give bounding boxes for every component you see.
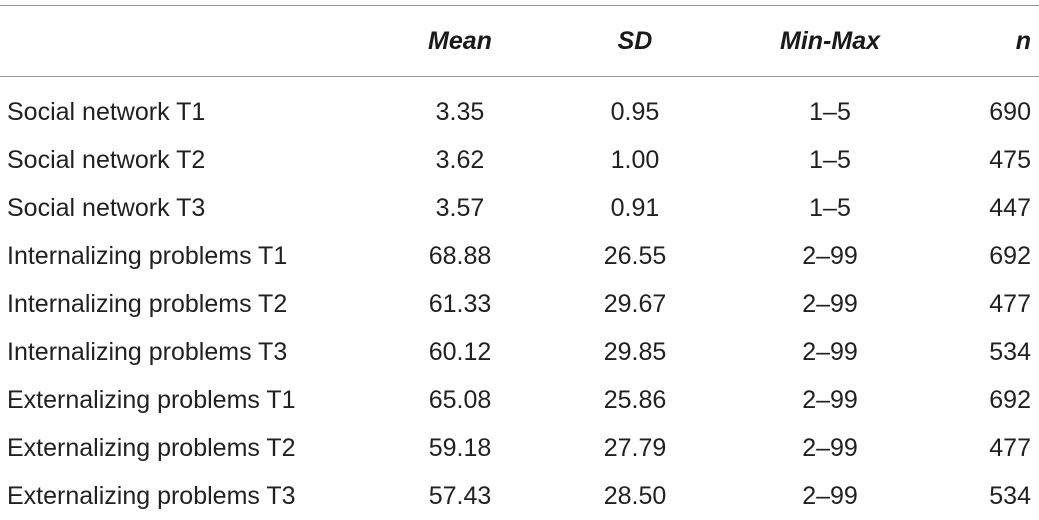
row-label: Social network T1 <box>7 98 206 126</box>
row-label: Externalizing problems T1 <box>7 386 296 414</box>
cell-mean: 3.57 <box>435 194 485 222</box>
table-row: Externalizing problems T3 57.43 28.50 2–99 5… <box>0 472 1039 520</box>
cell-min-max: 2–99 <box>802 482 858 510</box>
cell-min-max: 1–5 <box>809 98 851 126</box>
row-label: Internalizing problems T1 <box>7 242 288 270</box>
header-sd: SD <box>617 27 653 55</box>
cell-min-max: 2–99 <box>802 434 858 462</box>
cell-n: 477 <box>989 290 1031 318</box>
cell-min-max: 2–99 <box>802 242 858 270</box>
cell-mean: 68.88 <box>428 242 492 270</box>
cell-mean: 57.43 <box>428 482 492 510</box>
cell-mean: 61.33 <box>428 290 492 318</box>
cell-sd: 1.00 <box>610 146 660 174</box>
cell-mean: 65.08 <box>428 386 492 414</box>
table-row: Externalizing problems T2 59.18 27.79 2–99 4… <box>0 424 1039 472</box>
cell-min-max: 2–99 <box>802 290 858 318</box>
header-n: n <box>1015 27 1031 55</box>
cell-sd: 29.85 <box>603 338 667 366</box>
table-top-rule <box>0 5 1039 6</box>
table-row: Internalizing problems T3 60.12 29.85 2–99 5… <box>0 328 1039 376</box>
cell-mean: 59.18 <box>428 434 492 462</box>
cell-sd: 0.95 <box>610 98 660 126</box>
cell-n: 692 <box>989 386 1031 414</box>
cell-min-max: 2–99 <box>802 338 858 366</box>
cell-n: 477 <box>989 434 1031 462</box>
cell-n: 475 <box>989 146 1031 174</box>
header-rule <box>0 76 1039 77</box>
header-min-max: Min-Max <box>780 27 880 55</box>
table-row: Social network T3 3.57 0.91 1–5 447 <box>0 184 1039 232</box>
cell-sd: 26.55 <box>603 242 667 270</box>
table-row: Internalizing problems T1 68.88 26.55 2–99 6… <box>0 232 1039 280</box>
table-header-row: Mean SD Min-Max n <box>0 17 1039 65</box>
cell-sd: 28.50 <box>603 482 667 510</box>
table-row: Social network T2 3.62 1.00 1–5 475 <box>0 136 1039 184</box>
row-label: Social network T3 <box>7 194 206 222</box>
cell-mean: 60.12 <box>428 338 492 366</box>
row-label: Internalizing problems T2 <box>7 290 288 318</box>
cell-n: 447 <box>989 194 1031 222</box>
cell-min-max: 2–99 <box>802 386 858 414</box>
cell-n: 534 <box>989 338 1031 366</box>
cell-min-max: 1–5 <box>809 194 851 222</box>
row-label: Social network T2 <box>7 146 206 174</box>
cell-n: 690 <box>989 98 1031 126</box>
cell-sd: 27.79 <box>603 434 667 462</box>
cell-mean: 3.35 <box>435 98 485 126</box>
row-label: Internalizing problems T3 <box>7 338 288 366</box>
header-mean: Mean <box>428 27 492 55</box>
row-label: Externalizing problems T2 <box>7 434 296 462</box>
cell-min-max: 1–5 <box>809 146 851 174</box>
table-row: Externalizing problems T1 65.08 25.86 2–99 6… <box>0 376 1039 424</box>
table-row: Social network T1 3.35 0.95 1–5 690 <box>0 88 1039 136</box>
table-row: Internalizing problems T2 61.33 29.67 2–99 4… <box>0 280 1039 328</box>
row-label: Externalizing problems T3 <box>7 482 296 510</box>
cell-sd: 0.91 <box>610 194 660 222</box>
cell-sd: 25.86 <box>603 386 667 414</box>
cell-n: 692 <box>989 242 1031 270</box>
cell-n: 534 <box>989 482 1031 510</box>
cell-sd: 29.67 <box>603 290 667 318</box>
cell-mean: 3.62 <box>435 146 485 174</box>
